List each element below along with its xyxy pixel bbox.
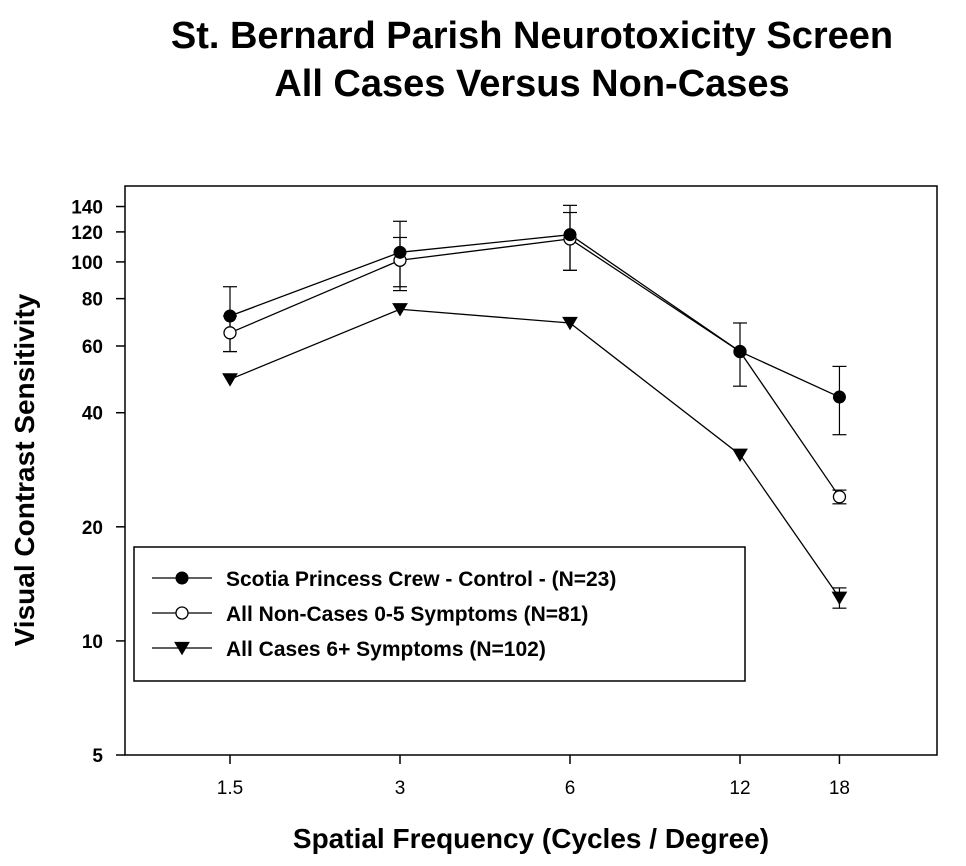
chart-title-block: St. Bernard Parish Neurotoxicity Screen …: [0, 12, 966, 108]
legend-label: All Non-Cases 0-5 Symptoms (N=81): [226, 603, 588, 626]
x-tick-label: 12: [729, 778, 750, 799]
y-tick-label: 100: [71, 253, 103, 274]
data-point: [392, 303, 408, 317]
data-point: [831, 591, 848, 606]
data-point: [223, 309, 237, 323]
data-point: [832, 390, 846, 404]
legend: Scotia Princess Crew - Control - (N=23) A…: [133, 546, 746, 682]
data-point: [222, 373, 238, 387]
chart-title: St. Bernard Parish Neurotoxicity Screen: [170, 15, 894, 57]
y-tick-label: 40: [82, 404, 103, 425]
data-point: [732, 448, 748, 462]
x-tick-label: 18: [829, 778, 850, 799]
data-point: [562, 316, 578, 331]
data-point: [733, 345, 747, 359]
series-layer: [222, 204, 848, 609]
data-point: [393, 245, 407, 259]
y-tick-label: 10: [82, 632, 103, 653]
y-axis-title: Visual Contrast Sensitivity: [9, 293, 40, 646]
data-point: [223, 326, 237, 340]
legend-label: All Cases 6+ Symptoms (N=102): [226, 638, 546, 661]
y-axis-ticks: 5 10 20 40 60 80 100 120 140: [71, 198, 125, 767]
y-tick-label: 80: [82, 290, 103, 311]
y-tick-label: 140: [71, 198, 103, 219]
y-tick-label: 120: [71, 223, 103, 244]
data-point: [832, 490, 847, 504]
x-tick-label: 1.5: [217, 778, 243, 799]
y-tick-label: 20: [82, 518, 103, 539]
x-axis-ticks: 1.5 3 6 12 18: [217, 755, 850, 799]
x-tick-label: 3: [395, 778, 406, 799]
legend-marker: [174, 641, 190, 656]
y-tick-label: 60: [82, 337, 103, 358]
legend-marker: [175, 571, 189, 585]
legend-marker: [175, 606, 189, 620]
x-axis-title: Spatial Frequency (Cycles / Degree): [293, 823, 769, 854]
data-point: [563, 228, 577, 242]
legend-box: [133, 546, 746, 682]
y-tick-label: 5: [92, 746, 103, 767]
x-tick-label: 6: [565, 778, 576, 799]
legend-label: Scotia Princess Crew - Control - (N=23): [226, 568, 616, 591]
chart-subtitle: All Cases Versus Non-Cases: [274, 63, 790, 105]
